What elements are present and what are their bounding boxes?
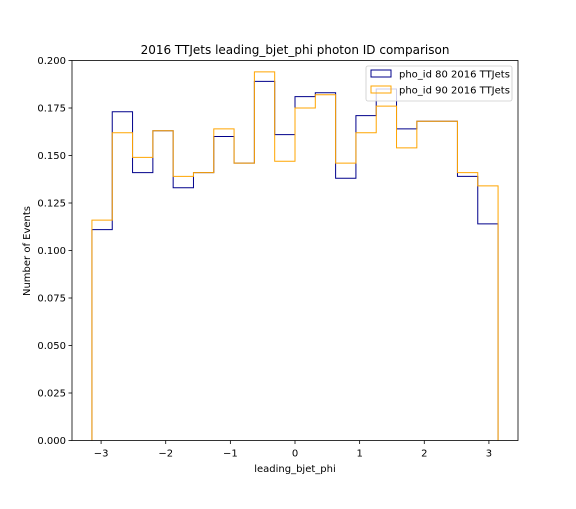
- x-tick-label: 2: [421, 449, 427, 460]
- legend-swatch-pho-id-80: [370, 69, 392, 78]
- y-tick-label: 0.150: [37, 151, 66, 162]
- x-tick-label: 1: [356, 449, 362, 460]
- chart-title: 2016 TTJets leading_bjet_phi photon ID c…: [141, 43, 450, 57]
- legend-swatch-pho-id-90: [370, 85, 392, 94]
- y-axis-label: Number of Events: [22, 206, 33, 296]
- y-tick-label: 0.200: [37, 56, 66, 67]
- x-tick-label: 0: [292, 449, 298, 460]
- plot-area: [91, 71, 499, 441]
- legend-label-pho-id-80: pho_id 80 2016 TTJets: [399, 70, 510, 81]
- y-tick-label: 0.100: [37, 246, 66, 257]
- y-tick-label: 0.175: [37, 104, 66, 115]
- x-tick-label: −1: [223, 449, 238, 460]
- x-tick-label: −3: [94, 449, 109, 460]
- x-tick-label: −2: [158, 449, 173, 460]
- axis-ticks: −3 −2 −1 0 1 2 3 0.000 0.025 0.050 0.075 0.100 0.125…: [37, 56, 492, 460]
- histogram-series-1: [91, 71, 499, 441]
- x-tick-label: 3: [486, 449, 492, 460]
- y-tick-label: 0.075: [37, 294, 66, 305]
- legend-label-pho-id-90: pho_id 90 2016 TTJets: [399, 86, 510, 97]
- y-tick-label: 0.125: [37, 199, 66, 210]
- legend-box: [365, 65, 513, 102]
- legend: pho_id 80 2016 TTJets pho_id 90 2016 TTJ…: [365, 65, 513, 102]
- y-tick-label: 0.050: [37, 341, 66, 352]
- y-tick-label: 0.000: [37, 436, 66, 447]
- y-tick-label: 0.025: [37, 389, 66, 400]
- x-axis-label: leading_bjet_phi: [254, 464, 336, 475]
